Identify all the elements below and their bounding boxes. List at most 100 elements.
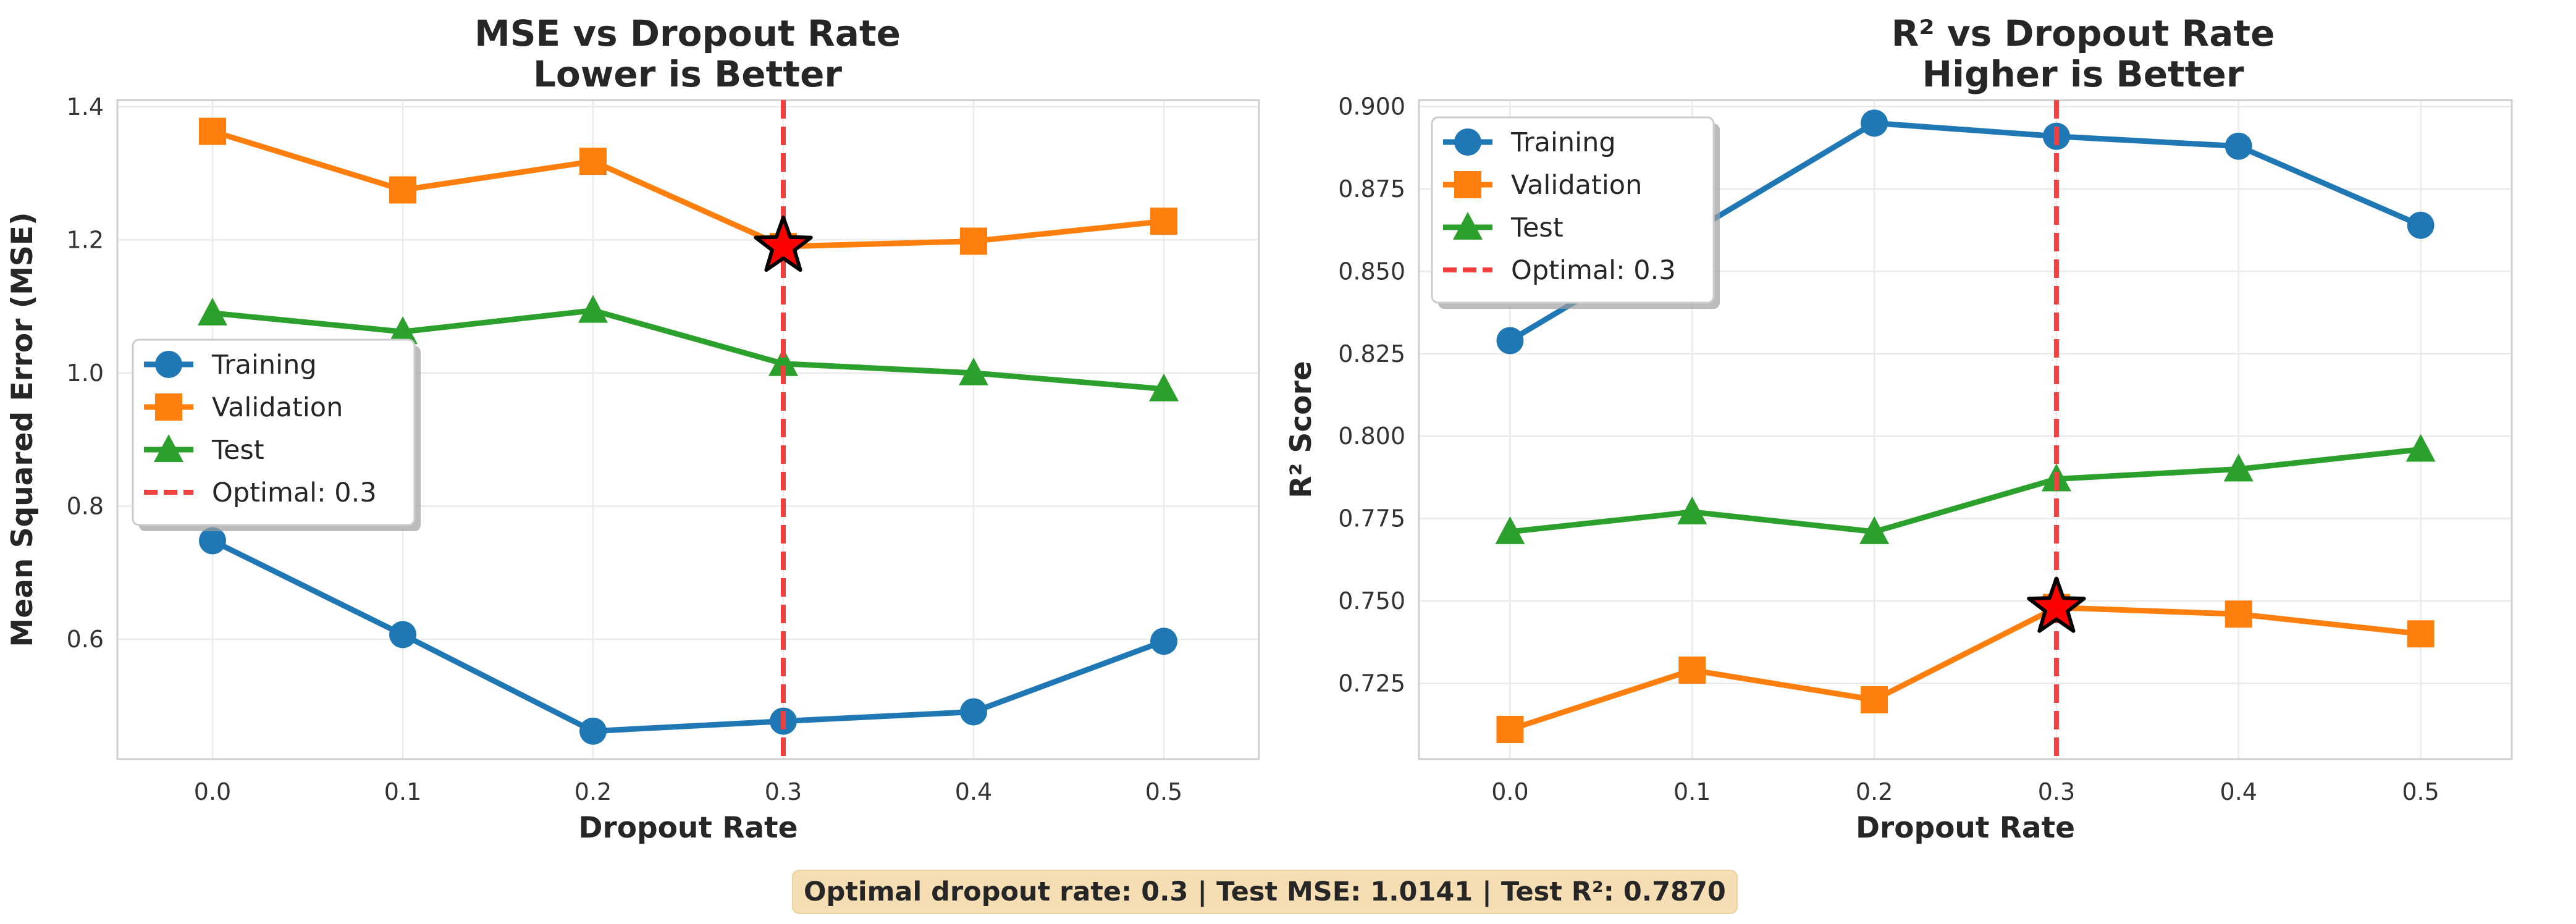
x-axis-label: Dropout Rate [579,811,798,845]
y-tick-label: 0.750 [1338,587,1405,615]
y-tick-label: 0.775 [1338,505,1405,532]
data-point [389,621,416,649]
chart-r2: 0.0 0.1 0.2 0.3 0.4 0.5 0.725 0.750 0.775 0.800 0.… [1284,12,2513,845]
legend-label: Training [1510,127,1616,158]
x-tick-label: 0.0 [194,778,231,805]
x-tick-label: 0.1 [384,778,421,805]
legend: Training Validation Test Optimal: 0.3 [132,338,421,531]
legend-label: Test [211,435,264,466]
optimal-star-marker [754,216,813,272]
chart-title: MSE vs Dropout Rate [474,12,901,54]
legend-label: Test [1510,212,1564,243]
legend-label: Validation [1511,170,1642,201]
x-tick-label: 0.3 [2038,778,2075,805]
data-point [2407,211,2435,239]
legend-item: Validation [1443,170,1642,201]
data-point [1859,516,1890,544]
y-tick-label: 0.6 [67,626,104,653]
series-training [199,527,1177,745]
y-tick-label: 1.0 [67,359,104,387]
x-tick-label: 0.3 [765,778,802,805]
data-point [2406,434,2436,462]
legend-marker [155,393,182,421]
data-point [198,297,227,326]
data-point [2225,132,2252,160]
y-tick-label: 0.850 [1338,258,1405,285]
legend-marker [1453,212,1483,240]
chart-mse: 0.0 0.1 0.2 0.3 0.4 0.5 0.6 0.8 1.0 1.2 1.4 MSE vs … [6,12,1260,845]
legend-marker [154,434,183,462]
data-point [388,316,418,345]
data-point [579,148,607,175]
chart-title: R² vs Dropout Rate [1892,12,2275,54]
data-point [1678,656,1706,684]
data-point [1495,516,1525,544]
optimal-star-marker [2027,576,2086,633]
legend-item: Training [1443,127,1616,158]
legend: Training Validation Test Optimal: 0.3 [1431,116,1720,309]
data-point [1496,715,1524,743]
x-tick-label: 0.1 [1673,778,1711,805]
y-tick-label: 1.4 [67,93,104,120]
data-point [2223,453,2254,482]
data-point [1861,686,1888,713]
legend-label: Optimal: 0.3 [1511,255,1676,286]
series-line [211,128,1164,250]
data-point [389,176,416,204]
legend-label: Optimal: 0.3 [212,477,377,508]
x-tick-label: 0.5 [2402,778,2439,805]
data-point [1677,496,1707,524]
x-tick-label: 0.2 [1856,778,1893,805]
legend-item: Validation [144,392,343,423]
data-point [1150,628,1177,655]
legend-item: Training [144,350,317,380]
y-tick-label: 0.8 [67,492,104,519]
x-axis-label: Dropout Rate [1856,811,2075,845]
summary-text: Optimal dropout rate: 0.3 | Test MSE: 1.… [804,876,1726,907]
x-tick-label: 0.5 [1145,778,1182,805]
legend-marker [1454,128,1481,156]
y-tick-label: 0.900 [1338,93,1405,120]
legend-box [1431,116,1715,304]
x-tick-label: 0.0 [1491,778,1528,805]
summary-box: Optimal dropout rate: 0.3 | Test MSE: 1.… [792,870,1738,914]
series-test [198,295,1179,401]
x-tick-label: 0.2 [575,778,612,805]
y-axis-label: R² Score [1284,361,1318,498]
legend-item: Optimal: 0.3 [1443,255,1676,286]
chart-subtitle: Higher is Better [1922,53,2244,95]
plot-frame [1418,99,2513,760]
x-tick-label: 0.4 [955,778,992,805]
data-point [1496,327,1524,355]
plot-frame [116,99,1260,760]
data-point [2225,600,2252,628]
data-point [1861,109,1888,137]
legend-item: Test [1443,212,1564,243]
chart-subtitle: Lower is Better [533,53,842,95]
data-point [199,527,226,555]
data-point [1150,208,1177,235]
data-point [960,227,987,255]
series-line [211,538,1165,734]
data-point [199,117,226,145]
data-point [579,717,607,745]
data-point [1149,373,1179,401]
y-tick-label: 1.2 [67,226,104,253]
legend-marker [1454,171,1481,198]
legend-box [132,338,416,526]
x-tick-label: 0.4 [2220,778,2257,805]
legend-item: Optimal: 0.3 [144,477,377,508]
data-point [2407,620,2435,648]
legend-marker [155,351,182,378]
series-test [1495,434,2436,544]
y-tick-label: 0.725 [1338,670,1405,697]
data-point [960,698,987,726]
data-point [959,357,988,385]
y-tick-label: 0.800 [1338,422,1405,450]
series-line [212,308,1164,392]
legend-label: Validation [212,392,343,423]
data-point [768,348,798,376]
y-tick-label: 0.875 [1338,175,1405,203]
legend-item: Test [144,434,264,466]
